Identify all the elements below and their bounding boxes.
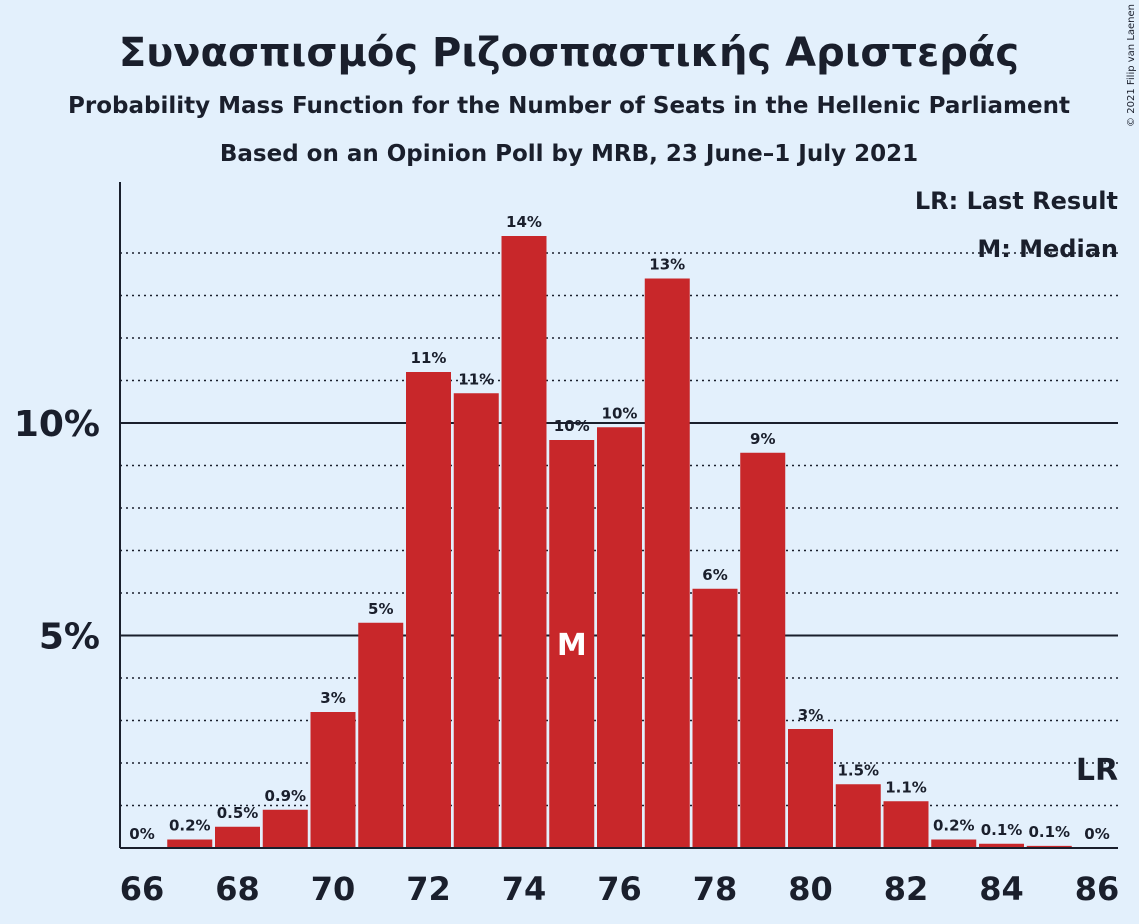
data-label-seat-74: 14% (506, 213, 542, 231)
data-label-seat-80: 3% (798, 706, 823, 724)
data-label-seat-72: 11% (411, 349, 447, 367)
x-tick-label: 82 (884, 870, 929, 908)
x-tick-label: 66 (120, 870, 165, 908)
data-label-seat-83: 0.2% (933, 817, 975, 835)
median-marker: M (557, 628, 587, 663)
data-label-seat-77: 13% (649, 256, 685, 274)
bar-seat-72 (406, 372, 451, 848)
data-label-seat-68: 0.5% (217, 804, 259, 822)
bar-seat-78 (692, 588, 738, 848)
bar-seat-68 (215, 826, 260, 848)
y-tick-label: 5% (39, 617, 100, 658)
x-tick-labels: 66 68 70 72 74 76 78 80 82 84 86 (120, 870, 1120, 908)
data-label-seat-73: 11% (458, 370, 494, 388)
data-label-seat-67: 0.2% (169, 817, 211, 835)
bar-seat-71 (358, 622, 404, 848)
data-label-seat-66: 0% (129, 825, 154, 843)
y-tick-label: 10% (14, 404, 100, 445)
data-label-seat-78: 6% (702, 566, 727, 584)
bar-seat-79 (740, 452, 786, 848)
bar-seat-81 (835, 784, 881, 848)
x-tick-label: 68 (215, 870, 260, 908)
last-result-marker: LR (1076, 753, 1118, 788)
data-labels: 0% 0.2% 0.5% 0.9% 3% 5% 11% 11% 14% 10% 10% 13% 6% 9%… (129, 213, 1109, 843)
x-tick-label: 78 (693, 870, 738, 908)
bar-seat-70 (310, 712, 356, 848)
chart-title: Συνασπισμός Ριζοσπαστικής Αριστεράς (119, 30, 1019, 76)
x-tick-label: 72 (406, 870, 451, 908)
x-tick-label: 74 (502, 870, 547, 908)
bar-seat-73 (453, 393, 499, 848)
data-label-seat-70: 3% (320, 689, 345, 707)
bar-seat-76 (597, 427, 642, 848)
bar-seat-85 (1026, 845, 1072, 848)
bar-seat-74 (501, 236, 547, 848)
bar-seat-82 (883, 801, 929, 848)
chart-subtitle-source: Based on an Opinion Poll by MRB, 23 June… (220, 141, 918, 167)
legend-last-result: LR: Last Result (915, 187, 1118, 215)
bar-seat-67 (167, 839, 213, 848)
chart-subtitle: Probability Mass Function for the Number… (68, 93, 1070, 119)
x-tick-label: 76 (597, 870, 642, 908)
data-label-seat-76: 10% (602, 404, 638, 422)
x-tick-label: 84 (979, 870, 1024, 908)
bar-seat-80 (788, 729, 833, 848)
data-label-seat-81: 1.5% (837, 761, 879, 779)
data-label-seat-84: 0.1% (981, 821, 1023, 839)
bar-seat-77 (644, 278, 690, 848)
bar-seat-75 (549, 440, 595, 848)
bar-seat-83 (931, 839, 977, 848)
data-label-seat-69: 0.9% (264, 787, 306, 805)
bar-seat-69 (262, 809, 308, 848)
bar-seat-84 (979, 843, 1024, 848)
legend-median: M: Median (977, 235, 1118, 263)
x-tick-label: 86 (1075, 870, 1120, 908)
data-label-seat-79: 9% (750, 430, 775, 448)
copyright-note: © 2021 Filip van Laenen (1126, 4, 1137, 127)
data-label-seat-75: 10% (554, 417, 590, 435)
data-label-seat-82: 1.1% (885, 778, 927, 796)
x-tick-label: 80 (788, 870, 833, 908)
data-label-seat-85: 0.1% (1028, 823, 1070, 841)
y-tick-labels: 5% 10% (14, 404, 100, 658)
data-label-seat-86: 0% (1084, 825, 1109, 843)
data-label-seat-71: 5% (368, 600, 393, 618)
x-tick-label: 70 (311, 870, 356, 908)
bars (167, 236, 1072, 848)
